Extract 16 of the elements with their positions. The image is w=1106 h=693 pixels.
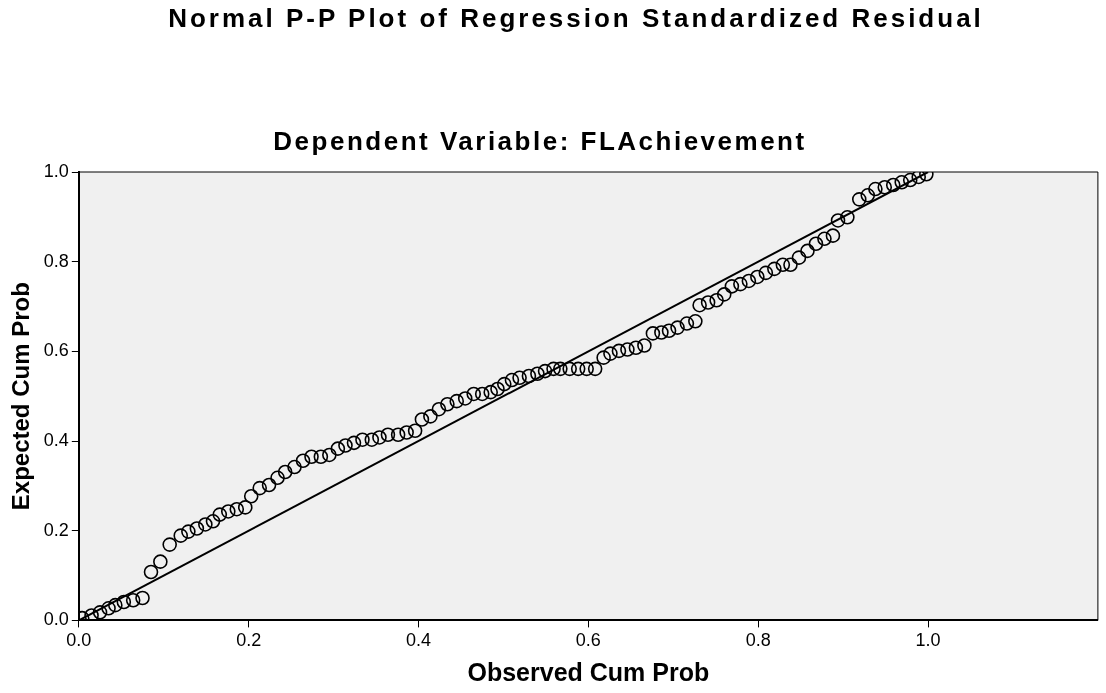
y-tick-label: 0.0: [43, 609, 69, 630]
y-tick-label: 0.6: [43, 340, 69, 361]
x-tick-label: 0.8: [745, 630, 771, 651]
x-tick-label: 0.2: [236, 630, 262, 651]
x-axis-title: Observed Cum Prob: [467, 657, 710, 686]
x-tick-label: 1.0: [915, 630, 941, 651]
y-axis-title: Expected Cum Prob: [7, 282, 35, 511]
y-tick-label: 1.0: [43, 160, 69, 181]
x-tick-label: 0.0: [66, 630, 92, 651]
x-tick-label: 0.4: [406, 630, 432, 651]
chart-title: Normal P-P Plot of Regression Standardized Residual: [167, 3, 985, 33]
chart-subtitle: Dependent Variable: FLAchievement: [272, 126, 808, 157]
y-tick-label: 0.8: [43, 250, 69, 271]
y-tick-label: 0.2: [43, 519, 69, 540]
y-tick-label: 0.4: [43, 430, 69, 451]
x-tick-label: 0.6: [575, 630, 601, 651]
